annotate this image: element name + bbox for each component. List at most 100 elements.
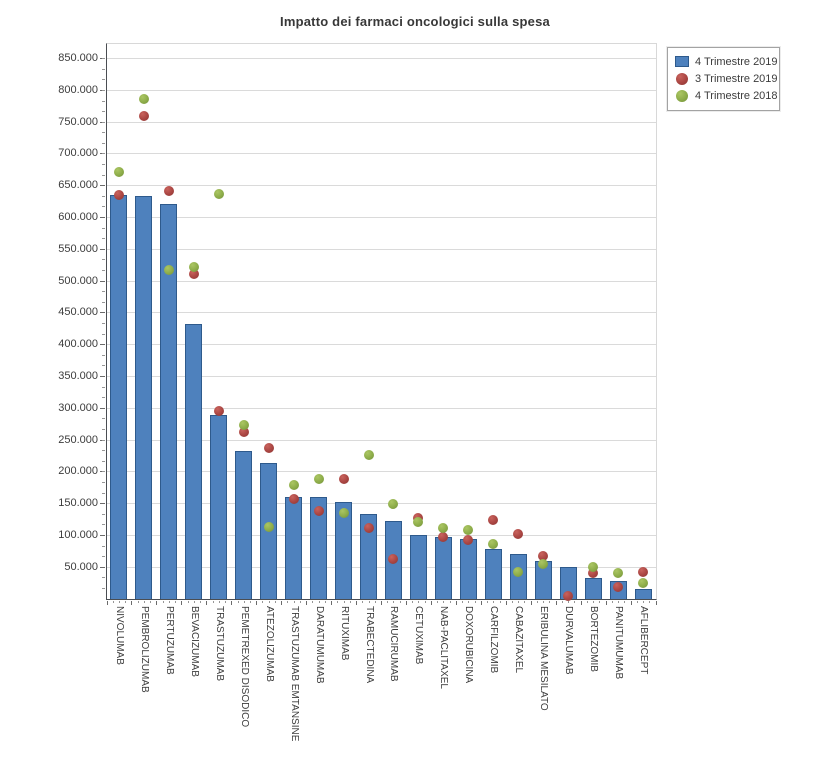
legend: 4 Trimestre 2019 3 Trimestre 2019 4 Trim… (667, 47, 780, 111)
y-axis-minor-tick (102, 386, 105, 388)
x-axis-minor-tick (268, 600, 270, 603)
scatter-dot (338, 474, 349, 485)
x-axis-minor-tick (487, 600, 489, 603)
y-axis-tick (100, 566, 105, 568)
gridline (106, 503, 656, 505)
y-axis-minor-tick (102, 195, 105, 197)
x-axis-minor-tick (493, 600, 495, 603)
x-axis-tick (356, 600, 358, 605)
y-axis-tick (100, 217, 105, 219)
scatter-dot (538, 550, 549, 561)
y-axis-minor-tick (102, 492, 105, 494)
x-axis-minor-tick (449, 600, 451, 603)
x-axis-minor-tick (225, 600, 227, 603)
bar (285, 496, 303, 599)
x-axis-label: PEMBROLIZUMAB (138, 606, 150, 693)
scatter-dot (513, 529, 524, 540)
x-axis-minor-tick (462, 600, 464, 603)
legend-label: 3 Trimestre 2019 (695, 72, 778, 85)
x-axis-minor-tick (549, 600, 551, 603)
x-axis-minor-tick (474, 600, 476, 603)
y-axis-tick (100, 185, 105, 187)
y-axis-minor-tick (102, 111, 105, 113)
x-axis-minor-tick (649, 600, 651, 603)
y-axis-minor-tick (102, 428, 105, 430)
scatter-dot (213, 189, 224, 200)
x-axis-minor-tick (512, 600, 513, 603)
x-axis-minor-tick (249, 600, 251, 603)
legend-item-bar-series: 4 Trimestre 2019 (675, 53, 778, 70)
scatter-dot (313, 474, 324, 485)
x-axis-label: ATEZOLIZUMAB (263, 606, 275, 682)
x-axis-label: ERIBULINA MESILATO (538, 606, 550, 711)
x-axis-minor-tick (412, 600, 414, 603)
x-axis-minor-tick (293, 600, 295, 603)
scatter-dot (463, 534, 474, 545)
y-axis-minor-tick (102, 132, 105, 134)
x-axis-minor-tick (125, 600, 127, 603)
x-axis-minor-tick (561, 600, 563, 603)
legend-label: 4 Trimestre 2018 (695, 89, 778, 102)
y-axis-label: 800.000 (58, 83, 98, 96)
scatter-dot (363, 450, 374, 461)
x-axis-tick (455, 600, 457, 605)
scatter-dot (263, 442, 274, 453)
y-axis-label: 550.000 (58, 242, 98, 255)
x-axis-minor-tick (418, 600, 420, 603)
chart-title: Impatto dei farmaci oncologici sulla spe… (280, 14, 550, 29)
y-axis-minor-tick (102, 365, 105, 367)
gridline (106, 407, 656, 409)
scatter-dot (113, 190, 124, 201)
y-axis-label: 500.000 (58, 274, 98, 287)
gridline (106, 217, 656, 219)
y-axis-minor-tick (102, 460, 105, 462)
x-axis-minor-tick (218, 600, 220, 603)
gridline (106, 566, 656, 568)
x-axis-label: PERTUZUMAB (163, 606, 175, 675)
x-axis-label: RITUXIMAB (338, 606, 350, 661)
y-axis-label: 750.000 (58, 115, 98, 128)
x-axis-label: DOXORUBICINA (463, 606, 475, 684)
scatter-dot (588, 561, 599, 572)
gridline (106, 312, 656, 314)
x-axis-minor-tick (387, 600, 389, 603)
y-axis-tick (100, 280, 105, 282)
x-axis-label: NIVOLUMAB (113, 606, 125, 665)
x-axis-minor-tick (593, 600, 595, 603)
x-axis-tick (430, 600, 432, 605)
x-axis-tick (306, 600, 308, 605)
bar (484, 548, 502, 599)
x-axis-label: RAMUCIRUMAB (388, 606, 400, 682)
y-axis-tick (100, 248, 105, 250)
y-axis-label: 300.000 (58, 401, 98, 414)
scatter-dot (188, 261, 199, 272)
x-axis-tick (480, 600, 482, 605)
x-axis-label: CETUXIMAB (413, 606, 425, 665)
x-axis-minor-tick (200, 600, 202, 603)
x-axis-tick (630, 600, 632, 605)
x-axis-minor-tick (143, 600, 145, 603)
x-axis-minor-tick (518, 600, 520, 603)
gridline (106, 439, 656, 441)
scatter-dot (213, 405, 224, 416)
x-axis-label: PANITUMUMAB (613, 606, 625, 680)
legend-swatch-red-dot (676, 72, 688, 85)
y-axis-tick (100, 503, 105, 505)
x-axis-tick (505, 600, 507, 605)
x-axis-minor-tick (636, 600, 638, 603)
x-axis-tick (281, 600, 283, 605)
x-axis-minor-tick (599, 600, 601, 603)
x-axis-label: TRASTUZUMAB (213, 606, 225, 681)
y-axis-minor-tick (102, 270, 105, 272)
scatter-dot (138, 93, 149, 104)
x-axis-minor-tick (568, 600, 570, 603)
y-axis-tick (100, 534, 105, 536)
gridline (106, 153, 656, 155)
scatter-dot (238, 419, 249, 430)
y-axis-minor-tick (102, 58, 105, 60)
scatter-dot (313, 506, 324, 517)
x-axis-label: CARFILZOMIB (488, 606, 500, 674)
gridline (106, 534, 656, 536)
x-axis-minor-tick (318, 600, 320, 603)
